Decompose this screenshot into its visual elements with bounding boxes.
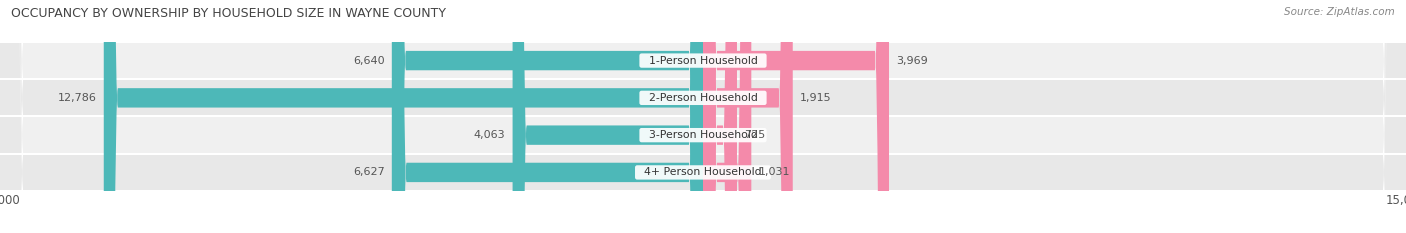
Text: 1,031: 1,031 <box>758 168 790 177</box>
Text: OCCUPANCY BY OWNERSHIP BY HOUSEHOLD SIZE IN WAYNE COUNTY: OCCUPANCY BY OWNERSHIP BY HOUSEHOLD SIZE… <box>11 7 446 20</box>
Text: 4+ Person Household: 4+ Person Household <box>637 168 769 177</box>
FancyBboxPatch shape <box>703 0 751 233</box>
Text: 1,915: 1,915 <box>800 93 831 103</box>
FancyBboxPatch shape <box>703 0 737 233</box>
Text: 6,640: 6,640 <box>353 56 385 65</box>
Text: 725: 725 <box>744 130 765 140</box>
FancyBboxPatch shape <box>392 0 703 233</box>
Text: 12,786: 12,786 <box>58 93 97 103</box>
Text: 1-Person Household: 1-Person Household <box>641 56 765 65</box>
FancyBboxPatch shape <box>104 0 703 233</box>
FancyBboxPatch shape <box>513 0 703 233</box>
Text: 2-Person Household: 2-Person Household <box>641 93 765 103</box>
FancyBboxPatch shape <box>392 0 703 233</box>
Text: 6,627: 6,627 <box>354 168 385 177</box>
Text: 3-Person Household: 3-Person Household <box>641 130 765 140</box>
Text: Source: ZipAtlas.com: Source: ZipAtlas.com <box>1284 7 1395 17</box>
FancyBboxPatch shape <box>703 0 889 233</box>
Text: 3,969: 3,969 <box>896 56 928 65</box>
FancyBboxPatch shape <box>703 0 793 233</box>
Text: 4,063: 4,063 <box>474 130 506 140</box>
